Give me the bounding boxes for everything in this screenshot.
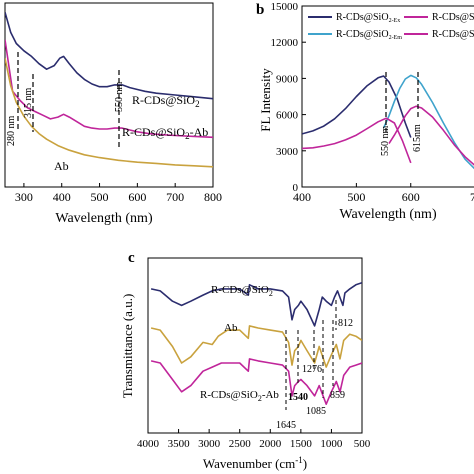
panel-a-label-r-cds-sio2-ab: R-CDs@SiO2-Ab [122, 125, 208, 141]
series-line-b-r-cds-sio2-ex [302, 75, 412, 138]
panel-c-number-1540: 1540 [288, 392, 308, 403]
panel-b-y-ticks: 0 3000 6000 9000 12000 15000 [271, 1, 306, 194]
legend-label-ab-em: R-CDs@S [432, 29, 474, 40]
x-tick-label-c-2000: 2000 [259, 438, 282, 450]
panel-c-x-ticks: 4000 3500 3000 2500 2000 1500 1000 500 [137, 429, 371, 450]
panel-a-x-axis-label: Wavelength (nm) [55, 211, 153, 226]
panel-c-label-ab: Ab [224, 322, 238, 334]
panel-b: b 0 3000 6000 9000 12000 15000 400 500 600 7 550… [256, 1, 474, 222]
y-tick-label-b-6000: 6000 [276, 110, 299, 122]
panel-c: c 4000 3500 3000 2500 2000 1500 1000 500 R-CDs@… [120, 250, 371, 471]
y-tick-label-b-12000: 12000 [271, 37, 299, 49]
panel-c-label-r-cds-sio2: R-CDs@SiO2 [211, 284, 273, 298]
x-tick-label-a-800: 800 [204, 190, 222, 204]
series-line-b-r-cds-sio2-ab-ex [302, 117, 412, 164]
y-tick-label-b-9000: 9000 [276, 73, 299, 85]
panel-c-x-axis-label: Wavenumber (cm-1) [203, 455, 307, 471]
x-tick-label-c-3500: 3500 [168, 438, 191, 450]
panel-a: 300 400 500 600 700 800 280 nm 315 nm 550 nm … [4, 2, 222, 226]
x-tick-label-c-1000: 1000 [320, 438, 343, 450]
series-line-a-r-cds-sio2 [5, 11, 213, 100]
panel-c-number-1276: 1276 [302, 364, 322, 375]
panel-c-letter: c [128, 250, 135, 266]
y-tick-label-b-0: 0 [293, 182, 299, 194]
x-tick-label-a-600: 600 [128, 190, 146, 204]
panel-c-number-1645: 1645 [276, 420, 296, 431]
panel-c-number-1085: 1085 [306, 406, 326, 417]
panel-b-x-axis-label: Wavelength (nm) [339, 207, 437, 222]
panel-a-series [5, 11, 213, 168]
panel-a-annotation-315: 315 nm [23, 88, 34, 119]
legend-label-ex: R-CDs@SiO2-Ex [336, 12, 400, 24]
panel-c-label-r-cds-sio2-ab: R-CDs@SiO2-Ab [200, 389, 279, 403]
x-tick-label-c-4000: 4000 [137, 438, 160, 450]
panel-b-annotation-615: 615nm [412, 124, 423, 152]
x-tick-label-c-1500: 1500 [290, 438, 313, 450]
y-tick-label-b-15000: 15000 [271, 1, 299, 13]
series-line-a-r-cds-sio2-ab [5, 39, 213, 139]
panel-a-frame [4, 2, 214, 188]
panel-b-frame [301, 5, 474, 188]
y-tick-label-b-3000: 3000 [276, 146, 299, 158]
panel-a-label-ab: Ab [54, 159, 69, 173]
panel-c-y-axis-label: Transmittance (a.u.) [120, 294, 135, 399]
panel-a-label-r-cds-sio2: R-CDs@SiO2 [132, 93, 200, 109]
series-line-b-r-cds-sio2-em [382, 74, 474, 170]
x-tick-label-a-400: 400 [53, 190, 71, 204]
panel-b-series [302, 74, 474, 170]
x-tick-label-c-2500: 2500 [229, 438, 252, 450]
panel-b-letter: b [256, 2, 264, 18]
x-tick-label-c-500: 500 [354, 438, 371, 450]
x-tick-label-b-500: 500 [347, 190, 365, 204]
panel-a-annotation-280: 280 nm [6, 116, 17, 147]
series-line-b-r-cds-sio2-ab-em [388, 105, 474, 166]
legend-label-ab-ex: R-CDs@S [432, 12, 474, 23]
panel-c-markers [285, 300, 337, 410]
panel-c-series [150, 281, 362, 405]
x-tick-label-b-400: 400 [293, 190, 311, 204]
panel-b-legend: R-CDs@SiO2-Ex R-CDs@S R-CDs@SiO2-Em R-CD… [308, 12, 474, 41]
panel-a-annotation-550: 550 nm [114, 82, 125, 113]
panel-c-number-812: 812 [338, 318, 353, 329]
panel-a-x-ticks: 300 400 500 600 700 800 [15, 183, 222, 204]
x-tick-label-b-partial: 7 [470, 190, 474, 204]
panel-b-x-ticks: 400 500 600 7 [293, 183, 474, 204]
x-tick-label-a-300: 300 [15, 190, 33, 204]
panel-c-number-859: 859 [330, 390, 345, 401]
series-line-c-ab [150, 325, 362, 368]
x-tick-label-a-500: 500 [91, 190, 109, 204]
x-tick-label-a-700: 700 [166, 190, 184, 204]
series-line-c-r-cds-sio2-ab [150, 358, 362, 405]
panel-c-frame [147, 257, 363, 434]
series-line-c-r-cds-sio2 [150, 281, 362, 327]
series-line-a-ab [5, 58, 213, 168]
legend-label-em: R-CDs@SiO2-Em [336, 29, 402, 41]
x-tick-label-b-600: 600 [402, 190, 420, 204]
panel-b-y-axis-label: FL Intensity [258, 68, 273, 132]
panel-b-annotation-550: 550 nm [380, 126, 391, 157]
x-tick-label-c-3000: 3000 [198, 438, 221, 450]
